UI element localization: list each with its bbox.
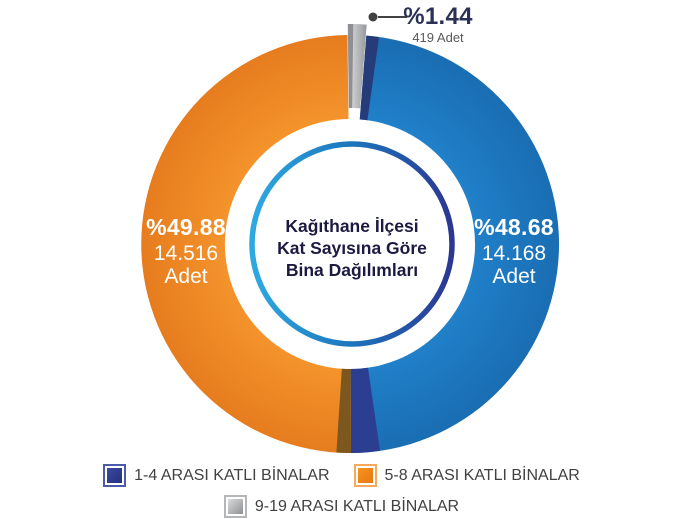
chart-center-title: Kağıthane İlçesi Kat Sayısına Göre Bina … [277,216,427,280]
inner-ring [249,141,455,347]
gray-slice-callout: %1.44 419 Adet [403,4,473,45]
blue-slice-unit: Adet [492,264,536,288]
orange-slice-percent: %49.88 [146,214,226,240]
slice-gray-edge-shadow [347,24,354,109]
blue-slice-label: %48.68 14.168 Adet [474,215,554,288]
donut-slices [141,24,560,454]
legend-row-1: 1-4 ARASI KATLI BİNALAR 5-8 ARASI KATLI … [0,466,685,485]
slice-1-4-katli [350,35,560,453]
gray-slice-percent: %1.44 [403,3,473,30]
slice-9-19-group [347,24,367,109]
legend-item-9-19: 9-19 ARASI KATLI BİNALAR [225,497,460,516]
blue-slice-count: 14.168 [481,241,547,265]
legend-color-swatch-blue [105,466,125,485]
donut-chart-svg: Kağıthane İlçesi Kat Sayısına Göre Bina … [141,12,560,454]
legend-color-swatch-orange [355,466,375,485]
legend-item-1-4: 1-4 ARASI KATLI BİNALAR [105,466,330,485]
orange-slice-unit: Adet [164,264,208,288]
gray-slice-count: 419 Adet [412,30,464,46]
orange-slice-count: 14.516 [153,241,219,265]
slice-5-8-katli [141,35,351,454]
slice-blue-edge-shadow [359,35,380,121]
legend-row-2: 9-19 ARASI KATLI BİNALAR [0,497,685,516]
callout-dot [368,12,378,22]
center-title-line2: Kat Sayısına Göre [277,238,427,258]
orange-slice-label: %49.88 14.516 Adet [146,215,226,288]
slice-orange-edge-shadow [336,368,351,454]
legend-label-5-8: 5-8 ARASI KATLI BİNALAR [384,466,580,484]
center-title-line3: Bina Dağılımları [286,260,418,280]
legend-label-9-19: 9-19 ARASI KATLI BİNALAR [254,497,460,515]
center-title-line1: Kağıthane İlçesi [285,216,418,236]
legend-item-5-8: 5-8 ARASI KATLI BİNALAR [355,466,580,485]
blue-slice-percent: %48.68 [474,214,554,240]
slice-blue-tail-shadow [350,367,381,453]
legend-color-swatch-gray [225,497,245,516]
legend-label-1-4: 1-4 ARASI KATLI BİNALAR [134,466,330,484]
